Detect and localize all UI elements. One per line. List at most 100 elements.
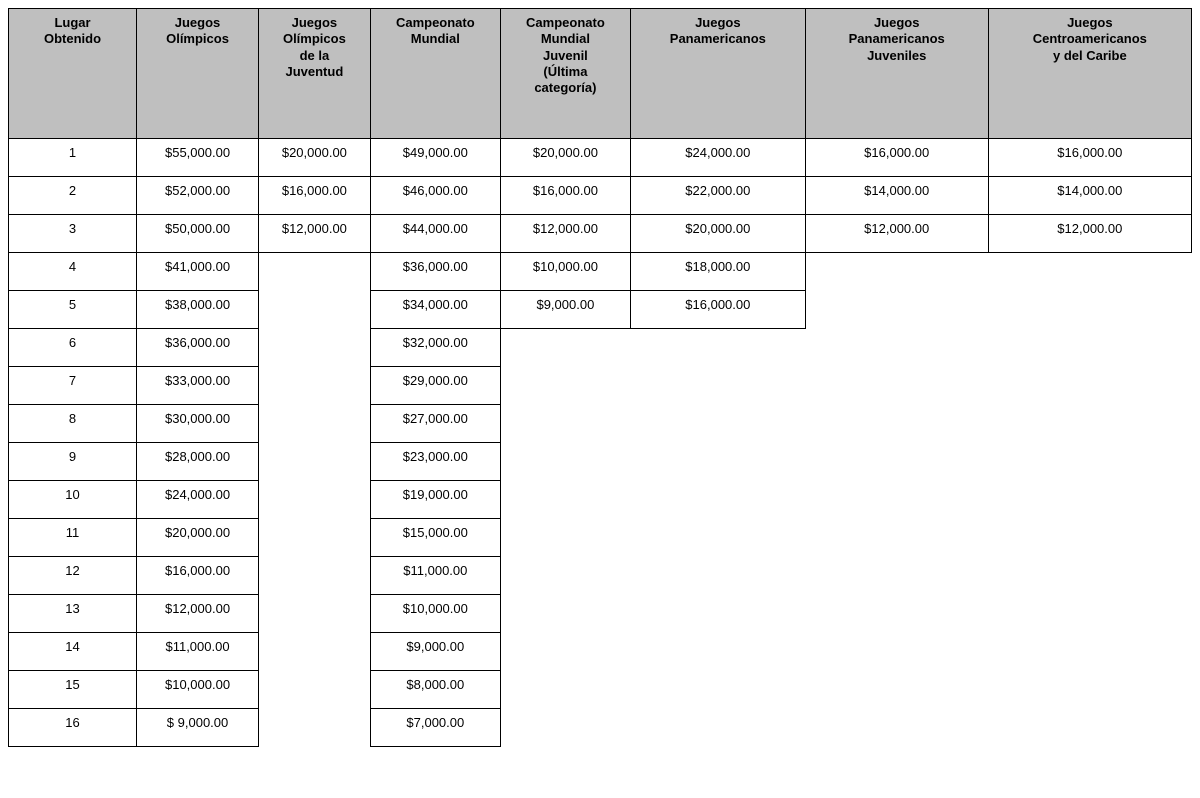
cell-value: $14,000.00 [988,177,1191,215]
row-place: 14 [9,633,137,671]
cell-value [500,405,630,443]
row-place: 6 [9,329,137,367]
cell-value [630,367,805,405]
cell-value: $52,000.00 [137,177,259,215]
cell-value [988,405,1191,443]
cell-value: $20,000.00 [137,519,259,557]
cell-value: $23,000.00 [370,443,500,481]
cell-value [988,633,1191,671]
cell-value: $12,000.00 [988,215,1191,253]
cell-value: $41,000.00 [137,253,259,291]
cell-value [805,367,988,405]
cell-value: $18,000.00 [630,253,805,291]
cell-value: $10,000.00 [137,671,259,709]
cell-value [500,557,630,595]
table-row: 1$55,000.00$20,000.00$49,000.00$20,000.0… [9,139,1192,177]
cell-value: $50,000.00 [137,215,259,253]
col-header-7: JuegosCentroamericanosy del Caribe [988,9,1191,139]
cell-value: $34,000.00 [370,291,500,329]
row-place: 12 [9,557,137,595]
col-header-5: JuegosPanamericanos [630,9,805,139]
cell-value: $12,000.00 [137,595,259,633]
table-row: 3$50,000.00$12,000.00$44,000.00$12,000.0… [9,215,1192,253]
cell-value [988,709,1191,747]
cell-value [805,329,988,367]
table-row: 5$38,000.00 $34,000.00$9,000.00$16,000.00 [9,291,1192,329]
cell-value [259,519,371,557]
cell-value: $27,000.00 [370,405,500,443]
row-place: 3 [9,215,137,253]
cell-value: $11,000.00 [370,557,500,595]
cell-value [500,595,630,633]
table-row: 13$12,000.00$10,000.00 [9,595,1192,633]
cell-value [500,709,630,747]
cell-value [500,519,630,557]
cell-value [805,595,988,633]
cell-value: $33,000.00 [137,367,259,405]
col-header-4: CampeonatoMundialJuvenil(Últimacategoría… [500,9,630,139]
cell-value: $10,000.00 [370,595,500,633]
cell-value: $20,000.00 [259,139,371,177]
cell-value [988,253,1191,291]
cell-value [630,595,805,633]
cell-value [259,633,371,671]
cell-value [988,443,1191,481]
row-place: 8 [9,405,137,443]
cell-value [805,291,988,329]
row-place: 15 [9,671,137,709]
cell-value: $12,000.00 [259,215,371,253]
cell-value [805,633,988,671]
table-body: 1$55,000.00$20,000.00$49,000.00$20,000.0… [9,139,1192,747]
cell-value: $20,000.00 [500,139,630,177]
cell-value [988,595,1191,633]
cell-value: $8,000.00 [370,671,500,709]
cell-value [259,405,371,443]
cell-value [805,253,988,291]
cell-value: $16,000.00 [805,139,988,177]
cell-value [630,519,805,557]
cell-value [500,367,630,405]
table-row: 8$30,000.00$27,000.00 [9,405,1192,443]
cell-value [630,481,805,519]
cell-value: $22,000.00 [630,177,805,215]
col-header-3: CampeonatoMundial [370,9,500,139]
prize-table: LugarObtenidoJuegosOlímpicosJuegosOlímpi… [8,8,1192,747]
cell-value [630,405,805,443]
cell-value: $14,000.00 [805,177,988,215]
cell-value: $24,000.00 [137,481,259,519]
cell-value [988,329,1191,367]
cell-value: $38,000.00 [137,291,259,329]
table-head: LugarObtenidoJuegosOlímpicosJuegosOlímpi… [9,9,1192,139]
cell-value [259,291,371,329]
cell-value [500,481,630,519]
cell-value [805,481,988,519]
table-row: 14$11,000.00$9,000.00 [9,633,1192,671]
table-row: 9$28,000.00$23,000.00 [9,443,1192,481]
cell-value: $9,000.00 [500,291,630,329]
table-row: 2$52,000.00$16,000.00$46,000.00$16,000.0… [9,177,1192,215]
row-place: 5 [9,291,137,329]
cell-value [805,709,988,747]
cell-value [630,633,805,671]
col-header-6: JuegosPanamericanosJuveniles [805,9,988,139]
cell-value [259,671,371,709]
row-place: 7 [9,367,137,405]
header-row: LugarObtenidoJuegosOlímpicosJuegosOlímpi… [9,9,1192,139]
cell-value [805,557,988,595]
row-place: 2 [9,177,137,215]
cell-value [988,519,1191,557]
table-row: 16$ 9,000.00$7,000.00 [9,709,1192,747]
cell-value [988,671,1191,709]
cell-value [630,329,805,367]
cell-value [988,481,1191,519]
row-place: 11 [9,519,137,557]
cell-value: $24,000.00 [630,139,805,177]
cell-value: $19,000.00 [370,481,500,519]
cell-value: $16,000.00 [630,291,805,329]
cell-value: $44,000.00 [370,215,500,253]
cell-value [500,633,630,671]
cell-value [259,557,371,595]
cell-value [259,481,371,519]
table-container: LugarObtenidoJuegosOlímpicosJuegosOlímpi… [8,8,1192,747]
col-header-2: JuegosOlímpicosde laJuventud [259,9,371,139]
